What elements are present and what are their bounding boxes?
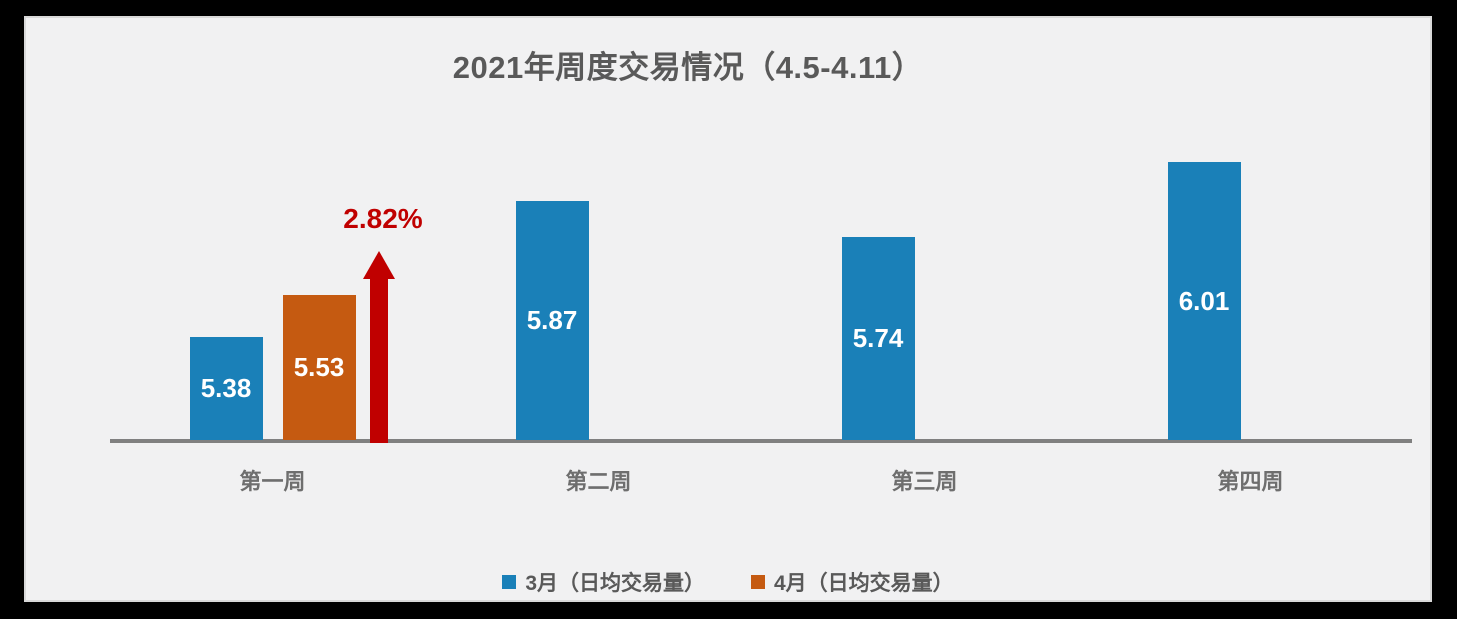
legend-label-april: 4月（日均交易量） <box>774 572 954 595</box>
legend: 3月（日均交易量） 4月（日均交易量） <box>26 567 1430 597</box>
x-axis-label-week3: 第三周 <box>891 469 958 494</box>
increase-arrow-head-icon <box>363 251 395 279</box>
bar-march-week4[interactable]: 6.01 <box>1167 162 1241 440</box>
increase-arrow-shaft <box>370 277 388 443</box>
bar-value-label: 5.87 <box>526 305 578 335</box>
bar-value-label: 5.53 <box>293 352 345 382</box>
x-axis-label-week2: 第二周 <box>565 469 632 494</box>
legend-item-march[interactable]: 3月（日均交易量） <box>502 567 705 597</box>
x-axis-label-week1: 第一周 <box>239 469 306 494</box>
bar-march-week3[interactable]: 5.74 <box>841 237 915 440</box>
bar-march-week2[interactable]: 5.87 <box>515 201 589 440</box>
bar-value-label: 5.74 <box>852 323 904 353</box>
legend-item-april[interactable]: 4月（日均交易量） <box>751 567 954 597</box>
chart-panel: 2021年周度交易情况（4.5-4.11） 3月（日均交易量） 4月（日均交易量… <box>24 16 1432 602</box>
bar-april-week1[interactable]: 5.53 <box>282 295 356 440</box>
bar-march-week1[interactable]: 5.38 <box>189 337 263 440</box>
legend-swatch-april-icon <box>751 575 765 589</box>
legend-label-march: 3月（日均交易量） <box>525 572 705 595</box>
chart-title: 2021年周度交易情况（4.5-4.11） <box>452 50 924 85</box>
x-axis-line <box>110 439 1412 443</box>
growth-percent-label: 2.82% <box>343 203 423 234</box>
legend-swatch-march-icon <box>502 575 517 589</box>
bar-value-label: 6.01 <box>1178 285 1230 316</box>
x-axis-label-week4: 第四周 <box>1217 469 1284 494</box>
bar-value-label: 5.38 <box>200 373 252 403</box>
